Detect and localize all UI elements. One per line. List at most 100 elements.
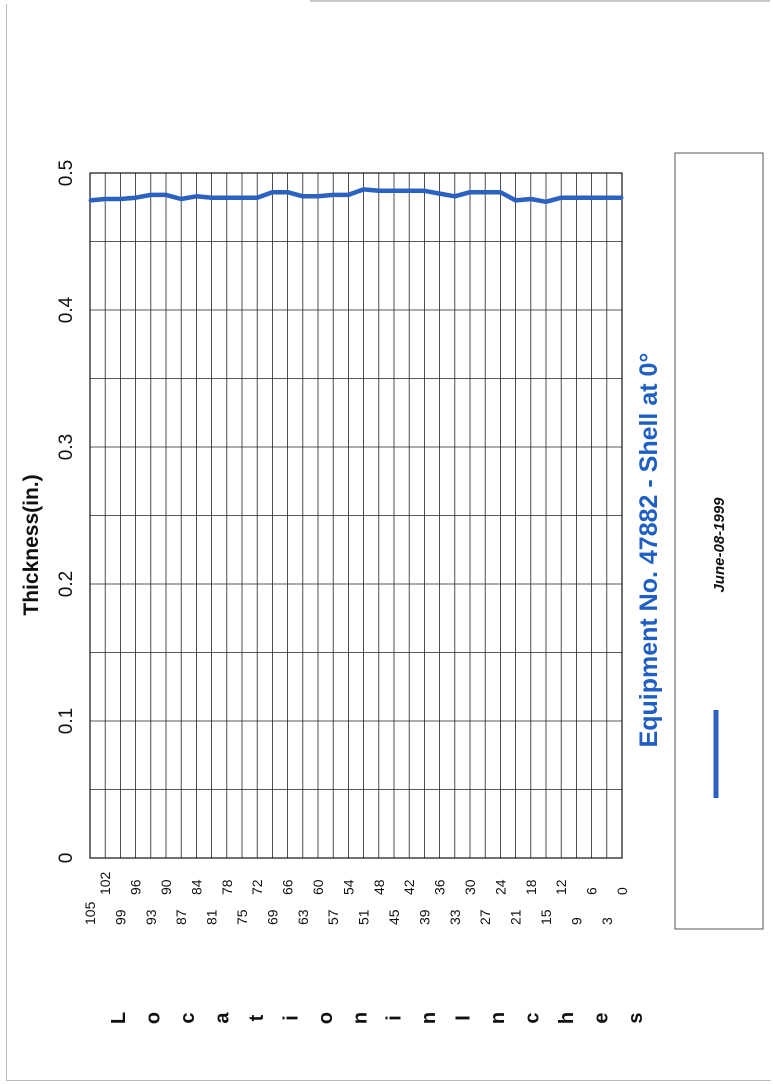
series-point bbox=[103, 197, 107, 201]
series-point bbox=[590, 196, 594, 200]
x-tick-label: 99 bbox=[112, 909, 128, 925]
series-point bbox=[544, 200, 548, 204]
axis-layer bbox=[89, 172, 623, 859]
x-tick-label: 81 bbox=[204, 909, 220, 925]
x-tick-label: 72 bbox=[249, 879, 265, 895]
x-axis-label-letter: I bbox=[453, 1015, 475, 1021]
plot-area bbox=[89, 172, 623, 859]
series-point bbox=[529, 197, 533, 201]
x-axis-label-letter: o bbox=[142, 1012, 164, 1024]
x-tick-label: 18 bbox=[523, 879, 539, 895]
series-point bbox=[514, 198, 518, 202]
series-point bbox=[422, 189, 426, 193]
x-tick-label: 42 bbox=[401, 879, 417, 895]
x-tick-label: 24 bbox=[492, 879, 508, 895]
series-point bbox=[407, 189, 411, 193]
series-point bbox=[134, 196, 138, 200]
legend-label: June-08-1999 bbox=[711, 497, 728, 593]
series-point bbox=[301, 194, 305, 198]
series-line bbox=[89, 187, 622, 205]
x-tick-label: 30 bbox=[462, 879, 478, 895]
x-tick-label: 96 bbox=[128, 879, 144, 895]
x-axis-label-letter: c bbox=[522, 1012, 544, 1023]
x-axis-label-letter: i bbox=[280, 1015, 302, 1021]
x-axis-label-letter: h bbox=[556, 1012, 578, 1024]
series-point bbox=[468, 190, 472, 194]
y-tick-label: 0 bbox=[56, 853, 77, 864]
x-tick-label: 84 bbox=[188, 879, 204, 895]
x-axis-label-letter: e bbox=[591, 1012, 613, 1023]
x-tick-label: 33 bbox=[447, 909, 463, 925]
x-tick-label: 15 bbox=[538, 909, 554, 925]
x-tick-label: 51 bbox=[356, 909, 372, 925]
x-tick-label: 54 bbox=[340, 879, 356, 895]
series-point bbox=[559, 196, 563, 200]
series-point bbox=[498, 190, 502, 194]
x-tick-label: 45 bbox=[386, 909, 402, 925]
x-tick-label: 27 bbox=[477, 909, 493, 925]
x-tick-label: 36 bbox=[432, 879, 448, 895]
series-point bbox=[179, 197, 183, 201]
x-axis-label-letter: a bbox=[211, 1012, 233, 1024]
x-tick-label: 6 bbox=[584, 887, 600, 895]
page-frame bbox=[6, 4, 771, 1081]
chart-title: Equipment No. 47882 - Shell at 0° bbox=[635, 353, 663, 748]
y-tick-label: 0.3 bbox=[56, 434, 77, 460]
series-point bbox=[620, 196, 624, 200]
y-tick-label: 0.2 bbox=[56, 571, 77, 597]
x-tick-label: 75 bbox=[234, 909, 250, 925]
x-tick-label: 102 bbox=[97, 871, 113, 895]
series-point bbox=[392, 189, 396, 193]
x-axis-label-letter: n bbox=[487, 1012, 509, 1024]
series-point bbox=[362, 187, 366, 191]
x-tick-label: 21 bbox=[508, 909, 524, 925]
series-point bbox=[225, 196, 229, 200]
series-point bbox=[88, 198, 92, 202]
series-point bbox=[210, 196, 214, 200]
x-tick-label: 90 bbox=[158, 879, 174, 895]
series-point bbox=[377, 189, 381, 193]
series-point bbox=[316, 194, 320, 198]
x-tick-label: 63 bbox=[295, 909, 311, 925]
x-tick-label: 57 bbox=[325, 909, 341, 925]
grid-layer bbox=[89, 172, 623, 859]
x-tick-label: 0 bbox=[614, 887, 630, 895]
x-tick-label: 93 bbox=[143, 909, 159, 925]
x-axis-label-letter: t bbox=[246, 1014, 268, 1021]
top-divider bbox=[310, 0, 770, 2]
x-tick-label: 3 bbox=[599, 917, 615, 925]
series-point bbox=[194, 194, 198, 198]
x-axis-label-letter: c bbox=[177, 1012, 199, 1023]
x-tick-label: 69 bbox=[264, 909, 280, 925]
y-axis-label: Thickness(in.) bbox=[20, 474, 43, 615]
x-axis-label-letter: i bbox=[384, 1015, 406, 1021]
label-layer: 00.10.20.30.40.5105102999693908784817875… bbox=[20, 160, 728, 1024]
series-point bbox=[164, 193, 168, 197]
series-point bbox=[331, 193, 335, 197]
x-tick-label: 87 bbox=[173, 909, 189, 925]
x-axis-label-letter: o bbox=[315, 1012, 337, 1024]
series-point bbox=[255, 196, 259, 200]
series-point bbox=[605, 196, 609, 200]
series-point bbox=[346, 193, 350, 197]
series-point bbox=[453, 194, 457, 198]
x-axis-label-letter: L bbox=[108, 1012, 130, 1024]
y-tick-label: 0.4 bbox=[56, 296, 77, 323]
series-point bbox=[240, 196, 244, 200]
series-point bbox=[574, 196, 578, 200]
series-point bbox=[438, 192, 442, 196]
x-tick-label: 12 bbox=[553, 879, 569, 895]
series-point bbox=[149, 193, 153, 197]
y-tick-label: 0.5 bbox=[56, 160, 77, 186]
series-point bbox=[483, 190, 487, 194]
series-point bbox=[118, 197, 122, 201]
series-point bbox=[286, 190, 290, 194]
y-tick-label: 0.1 bbox=[56, 708, 77, 734]
x-tick-label: 48 bbox=[371, 879, 387, 895]
series-layer bbox=[88, 187, 624, 205]
x-tick-label: 66 bbox=[280, 879, 296, 895]
legend-box bbox=[674, 152, 764, 930]
series-point bbox=[270, 190, 274, 194]
x-axis-label-letter: n bbox=[418, 1012, 440, 1024]
